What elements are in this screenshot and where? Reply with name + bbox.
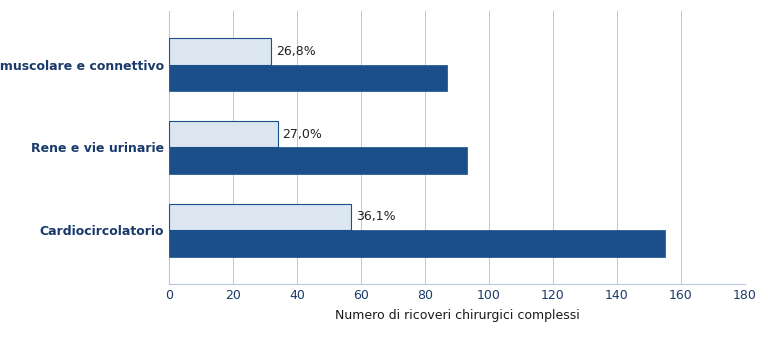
Text: 27,0%: 27,0% [283, 128, 323, 141]
Bar [169, 121, 278, 147]
Bar [169, 147, 467, 174]
X-axis label: Numero di ricoveri chirurgici complessi: Numero di ricoveri chirurgici complessi [335, 309, 579, 322]
Bar [169, 65, 447, 91]
Bar [169, 38, 271, 65]
Bar [169, 230, 665, 257]
Bar [169, 204, 352, 230]
Text: 36,1%: 36,1% [356, 210, 396, 223]
Text: 26,8%: 26,8% [276, 45, 316, 58]
